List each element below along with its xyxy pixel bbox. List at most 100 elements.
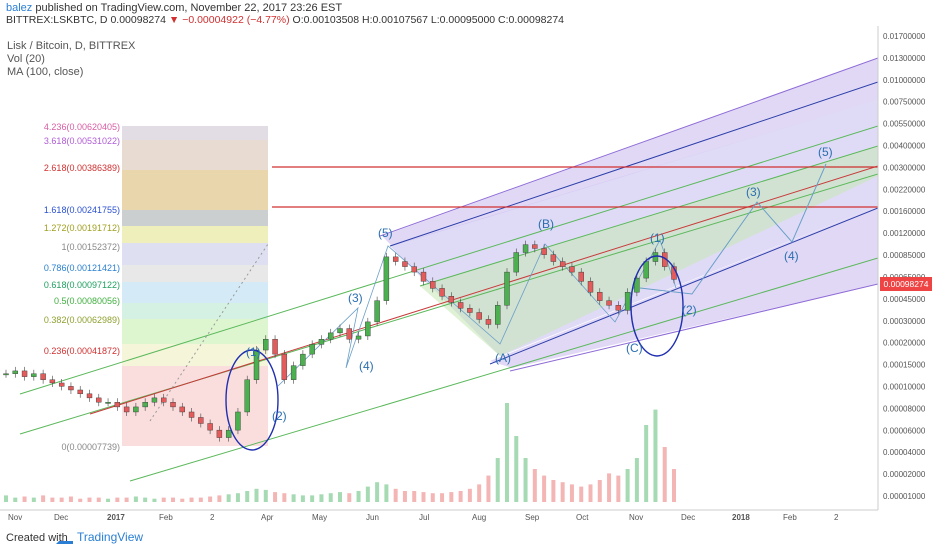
candle [12,370,18,374]
candle [179,406,185,413]
candle [624,291,631,311]
volume-bar [273,492,278,502]
volume-bar [152,498,157,502]
candle [263,338,269,351]
volume-bar [458,491,463,502]
wave-label-5a: (5) [378,226,393,240]
volume-bar [96,497,101,502]
candle [476,312,482,320]
y-tick-label: 0.01300000 [883,54,926,63]
ohlc-line: BITTREX:LSKBTC, D 0.00098274 ▼ −0.000049… [6,14,564,26]
tradingview-logo-link[interactable]: TradingView [56,530,143,544]
volume-bar [449,492,454,502]
volume-bar [551,480,556,502]
x-tick-label: Apr [261,513,274,522]
candle [225,429,232,438]
volume-bar [171,497,175,502]
candle [467,308,473,313]
fib-label-0382: 0.382(0.00062989) [44,315,120,325]
wave-label-1b: (1) [650,231,665,245]
candle [198,417,204,424]
volume-bar [31,497,36,502]
candle [513,252,519,273]
publish-line: balez published on TradingView.com, Nove… [6,2,342,14]
publish-text: published on TradingView.com, November 2… [32,2,343,14]
candle [207,423,213,431]
candle [550,254,557,262]
candle [439,288,445,297]
volume-bar [588,484,593,502]
y-tick-label: 0.01000000 [883,76,926,85]
candle [133,406,139,413]
candle [21,370,28,377]
candle [86,393,93,399]
fib-label-0618: 0.618(0.00097122) [44,280,120,290]
x-tick-label: Feb [159,513,173,522]
candle [114,402,121,408]
volume-bar [607,473,612,502]
y-tick-label: 0.00006000 [883,426,926,435]
y-tick-label: 0.00750000 [883,98,926,107]
wave-label-2a: (2) [272,409,287,423]
candle [541,248,547,255]
volume-bar [467,488,472,502]
candle [430,281,436,289]
volume-bar [115,497,120,502]
volume-bar [542,475,547,502]
volume-bar [597,480,602,502]
candle [346,328,352,340]
price-chart[interactable]: (1) (2) (3) (4) (5) (A) (B) (C) (1) (2) … [0,26,932,526]
x-tick-label: May [312,513,327,522]
volume-bar [291,494,296,502]
volume-bar [22,496,27,502]
volume-bar [310,495,315,502]
volume-bar [347,493,352,502]
volume-bar [532,469,537,502]
price-series [3,240,677,442]
legend-title: Lisk / Bitcoin, D, BITTREX [7,40,136,52]
fib-label-1272: 1.272(0.00191712) [44,223,120,233]
candle [151,397,158,403]
author-link[interactable]: balez [6,2,33,14]
y-tick-label: 0.00015000 [883,361,926,370]
candle [318,338,325,345]
volume-bar [59,497,64,502]
fib-label-2618: 2.618(0.00386389) [44,163,120,173]
candle [77,389,83,395]
cloud-logo-icon [56,532,73,544]
fib-label-0786: 0.786(0.00121421) [44,263,120,273]
x-tick-label: Jun [366,513,379,522]
volume-series [4,403,676,502]
candle [123,406,130,413]
y-tick-label: 0.00004000 [883,448,926,457]
volume-bar [50,497,55,502]
candle [105,402,111,404]
x-tick-label: Aug [472,513,486,522]
candle [244,379,250,413]
x-tick-label: Oct [576,513,589,522]
created-with-label: Created with [6,532,68,544]
wave-label-A: (A) [495,351,511,365]
volume-bar [430,493,435,502]
volume-bar [208,496,213,502]
volume-bar [189,497,194,502]
volume-bar [282,493,287,502]
candle [522,244,529,253]
candle [355,335,362,340]
volume-bar [217,495,222,502]
volume-bar [393,488,398,502]
x-tick-label: 2 [210,513,215,522]
volume-bar [78,498,83,502]
candle [392,256,399,262]
volume-bar [263,489,268,502]
volume-bar [254,488,259,502]
legend-vol: Vol (20) [7,53,45,65]
y-tick-label: 0.01700000 [883,32,926,41]
wave-label-3b: (3) [746,185,761,199]
candle [58,382,65,387]
candle [420,271,427,282]
x-tick-label: Nov [8,513,22,522]
volume-bar [440,493,445,502]
candle [643,261,649,279]
last-price: 0.00098274 [110,14,166,26]
